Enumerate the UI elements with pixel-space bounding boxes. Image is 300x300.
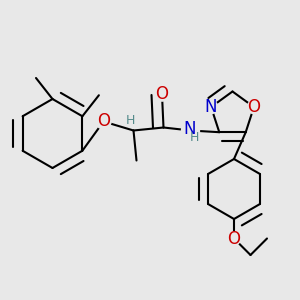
Circle shape	[247, 100, 260, 114]
Circle shape	[205, 100, 218, 114]
Text: O: O	[155, 85, 169, 103]
Text: N: N	[184, 120, 196, 138]
Circle shape	[227, 232, 241, 245]
Circle shape	[96, 114, 111, 129]
Text: O: O	[248, 98, 260, 116]
Text: H: H	[189, 130, 199, 144]
Circle shape	[155, 88, 169, 101]
Text: H: H	[126, 114, 135, 128]
Text: O: O	[227, 230, 241, 247]
Text: O: O	[97, 112, 110, 130]
Circle shape	[182, 122, 200, 140]
Text: N: N	[205, 98, 217, 116]
